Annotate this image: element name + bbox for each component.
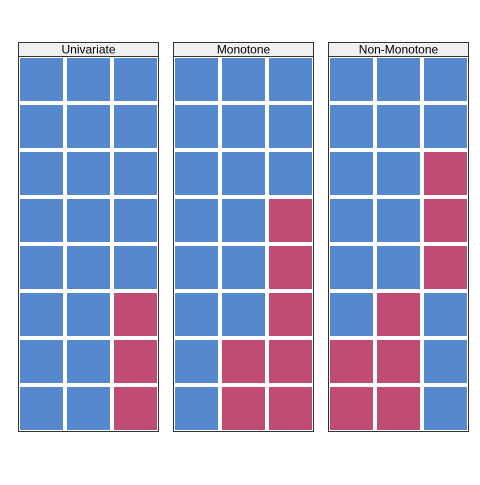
heatmap-tile-blue bbox=[330, 293, 373, 336]
heatmap-tile-pink bbox=[269, 293, 312, 336]
heatmap-tile-blue bbox=[20, 340, 63, 383]
heatmap-tile-pink bbox=[114, 340, 157, 383]
heatmap-tile-pink bbox=[424, 246, 467, 289]
heatmap-tile-blue bbox=[20, 387, 63, 430]
heatmap-tile-blue bbox=[114, 105, 157, 148]
heatmap-tile-blue bbox=[20, 105, 63, 148]
heatmap-tile-pink bbox=[424, 152, 467, 195]
heatmap-tile-blue bbox=[269, 152, 312, 195]
heatmap-tile-blue bbox=[330, 246, 373, 289]
facet-panel: Non-Monotone bbox=[328, 42, 469, 432]
heatmap-tile-pink bbox=[114, 387, 157, 430]
heatmap-tile-blue bbox=[377, 58, 420, 101]
heatmap-tile-blue bbox=[175, 246, 218, 289]
heatmap-tile-pink bbox=[424, 199, 467, 242]
heatmap-tile-blue bbox=[377, 199, 420, 242]
heatmap-tile-pink bbox=[377, 340, 420, 383]
heatmap-tile-blue bbox=[20, 199, 63, 242]
heatmap-tile-blue bbox=[424, 293, 467, 336]
heatmap-tile-blue bbox=[175, 152, 218, 195]
heatmap-tile-blue bbox=[424, 105, 467, 148]
heatmap-tile-blue bbox=[20, 246, 63, 289]
heatmap-tile-pink bbox=[269, 387, 312, 430]
heatmap-tile-blue bbox=[330, 105, 373, 148]
heatmap-tile-blue bbox=[114, 152, 157, 195]
heatmap-tile-blue bbox=[269, 105, 312, 148]
facet-title: Univariate bbox=[61, 43, 115, 57]
heatmap-tile-blue bbox=[377, 246, 420, 289]
heatmap-tile-blue bbox=[424, 387, 467, 430]
facet-panel: Univariate bbox=[18, 42, 159, 432]
heatmap-tile-blue bbox=[330, 199, 373, 242]
heatmap-tile-pink bbox=[269, 246, 312, 289]
facet-title: Non-Monotone bbox=[359, 43, 439, 57]
heatmap-tile-blue bbox=[67, 152, 110, 195]
heatmap-tile-blue bbox=[67, 387, 110, 430]
heatmap-tile-blue bbox=[67, 293, 110, 336]
heatmap-tile-blue bbox=[222, 58, 265, 101]
heatmap-tile-blue bbox=[222, 105, 265, 148]
heatmap-tile-blue bbox=[269, 58, 312, 101]
heatmap-tile-blue bbox=[114, 199, 157, 242]
heatmap-tile-blue bbox=[222, 246, 265, 289]
heatmap-tile-blue bbox=[222, 152, 265, 195]
heatmap-tile-blue bbox=[175, 199, 218, 242]
heatmap-tile-pink bbox=[377, 387, 420, 430]
facet-title: Monotone bbox=[217, 43, 271, 57]
heatmap-tile-blue bbox=[377, 105, 420, 148]
heatmap-tile-pink bbox=[269, 340, 312, 383]
heatmap-tile-blue bbox=[114, 246, 157, 289]
heatmap-tile-blue bbox=[67, 199, 110, 242]
heatmap-tile-pink bbox=[377, 293, 420, 336]
heatmap-tile-blue bbox=[20, 58, 63, 101]
heatmap-tile-blue bbox=[424, 340, 467, 383]
facet-panel: Monotone bbox=[173, 42, 314, 432]
heatmap-tile-blue bbox=[222, 199, 265, 242]
heatmap-tile-pink bbox=[222, 387, 265, 430]
heatmap-tile-blue bbox=[175, 58, 218, 101]
heatmap-tile-blue bbox=[377, 152, 420, 195]
heatmap-tile-pink bbox=[330, 387, 373, 430]
heatmap-tile-blue bbox=[175, 293, 218, 336]
heatmap-tile-blue bbox=[175, 340, 218, 383]
heatmap-tile-blue bbox=[330, 58, 373, 101]
heatmap-tile-blue bbox=[67, 105, 110, 148]
heatmap-tile-blue bbox=[67, 246, 110, 289]
heatmap-tile-pink bbox=[222, 340, 265, 383]
heatmap-tile-blue bbox=[114, 58, 157, 101]
heatmap-tile-blue bbox=[424, 58, 467, 101]
heatmap-tile-blue bbox=[330, 152, 373, 195]
heatmap-tile-blue bbox=[175, 387, 218, 430]
heatmap-tile-pink bbox=[269, 199, 312, 242]
heatmap-tile-blue bbox=[222, 293, 265, 336]
heatmap-tile-blue bbox=[67, 58, 110, 101]
heatmap-tile-blue bbox=[20, 293, 63, 336]
heatmap-tile-pink bbox=[330, 340, 373, 383]
heatmap-tile-pink bbox=[114, 293, 157, 336]
heatmap-tile-blue bbox=[67, 340, 110, 383]
heatmap-tile-blue bbox=[20, 152, 63, 195]
heatmap-tile-blue bbox=[175, 105, 218, 148]
